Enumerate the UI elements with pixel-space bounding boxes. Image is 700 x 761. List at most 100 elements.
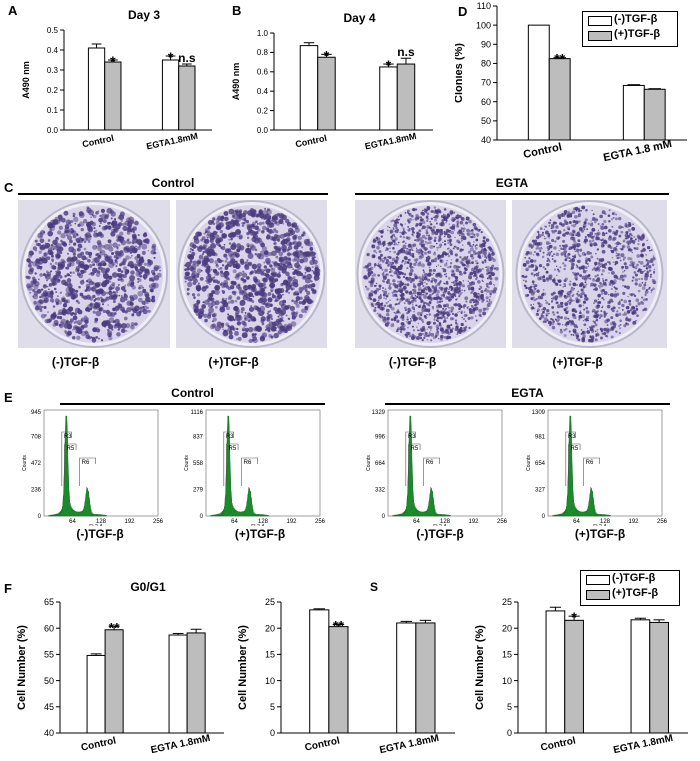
histogram-frame bbox=[205, 409, 321, 517]
x-tick-label: 256 bbox=[497, 519, 508, 525]
histogram-fill bbox=[392, 415, 451, 517]
category-label: Control bbox=[304, 735, 341, 753]
category-label: EGTA 1.8mM bbox=[612, 733, 674, 756]
y-tick-label: 0 bbox=[382, 514, 386, 520]
y-tick-label: 0.1 bbox=[47, 106, 59, 115]
colony-control-rule bbox=[18, 193, 328, 195]
histogram-frame bbox=[387, 409, 503, 517]
chart-s: S Cell Number (%) 0 5 10 15 20 25 Control EGTA 1.… bbox=[237, 580, 455, 756]
gate-label: R6 bbox=[244, 460, 252, 466]
x-tick-label: 128 bbox=[440, 519, 451, 525]
colony-caption-4: (+)TGF-β bbox=[552, 355, 603, 369]
colony-caption-3: (-)TGF-β bbox=[388, 355, 437, 369]
significance-mark: n.s bbox=[178, 51, 196, 65]
bar bbox=[186, 632, 206, 734]
gate-label: R3 bbox=[408, 434, 416, 440]
chart-day4: Day 4 A490 nm 0.0 0.2 0.4 0.6 0.8 1.0 Control EGT… bbox=[231, 11, 433, 152]
chart-title: S bbox=[370, 580, 378, 594]
flow-histogram-control-neg: 945 708 472 236 0 64 128 192 256 FL2-A Counts R3 R5 R… bbox=[22, 409, 164, 526]
panel-label-f: F bbox=[4, 581, 12, 596]
y-tick-label: 1.0 bbox=[257, 29, 269, 38]
gate-marker bbox=[226, 443, 239, 486]
y-tick-label: 110 bbox=[477, 1, 491, 11]
y-tick-label: 1116 bbox=[191, 410, 204, 416]
y-tick-label: 40 bbox=[481, 135, 491, 145]
gate-marker bbox=[64, 443, 77, 486]
y-tick-label: 50 bbox=[44, 676, 54, 686]
chart-title: Day 4 bbox=[343, 11, 375, 25]
panel-label-c: C bbox=[4, 180, 14, 195]
significance-mark: * bbox=[324, 47, 330, 63]
legend-f: (-)TGF-β (+)TGF-β bbox=[580, 570, 680, 606]
gate-label: R5 bbox=[410, 446, 418, 452]
gate-marker bbox=[79, 457, 96, 486]
bar bbox=[548, 58, 571, 141]
bar bbox=[104, 61, 122, 131]
y-tick-label: 20 bbox=[265, 623, 275, 633]
y-tick-label: 60 bbox=[44, 623, 54, 633]
bar bbox=[309, 609, 330, 734]
x-axis-label: FL2-A bbox=[593, 524, 607, 526]
chart-title: Day 3 bbox=[128, 8, 160, 22]
flow-caption-3: (-)TGF-β bbox=[416, 527, 464, 541]
gate-marker bbox=[408, 443, 421, 486]
category-label: EGTA 1.8mM bbox=[150, 733, 212, 756]
x-tick-label: 64 bbox=[573, 519, 580, 525]
legend-swatch-neg bbox=[586, 575, 610, 585]
gate-marker bbox=[565, 431, 576, 486]
gate-label: R5 bbox=[66, 446, 74, 452]
panel-label-e: E bbox=[4, 390, 13, 405]
gate-label: R3 bbox=[226, 434, 234, 440]
y-tick-label: 0 bbox=[507, 728, 512, 738]
bar bbox=[379, 66, 398, 131]
flow-histogram-egta-pos: 1309 981 654 327 0 64 128 192 256 FL2-A Counts R3 R5… bbox=[526, 409, 668, 526]
bar bbox=[328, 626, 349, 734]
legend-swatch-pos bbox=[586, 590, 610, 600]
bar bbox=[649, 621, 669, 734]
category-label: EGTA 1.8mM bbox=[379, 733, 441, 756]
y-tick-label: 50 bbox=[481, 116, 491, 126]
y-tick-label: 0.4 bbox=[257, 87, 269, 96]
histogram-frame bbox=[547, 409, 663, 517]
y-tick-label: 654 bbox=[535, 461, 546, 467]
y-tick-label: 664 bbox=[375, 461, 386, 467]
gate-label: R3 bbox=[64, 434, 72, 440]
colony-caption-1: (-)TGF-β bbox=[51, 355, 100, 369]
flow-control-header: Control bbox=[171, 386, 214, 400]
y-tick-label: 0.2 bbox=[47, 86, 59, 95]
significance-mark: * bbox=[110, 53, 116, 69]
bar bbox=[104, 629, 124, 734]
y-tick-label: 90 bbox=[481, 39, 491, 49]
histogram-fill bbox=[210, 415, 269, 517]
colony-egta-header: EGTA bbox=[495, 176, 529, 190]
y-tick-label: 25 bbox=[265, 597, 275, 607]
histogram-frame bbox=[43, 409, 159, 517]
x-tick-label: 256 bbox=[657, 519, 668, 525]
y-tick-label: 1309 bbox=[532, 410, 546, 416]
x-tick-label: 64 bbox=[69, 519, 76, 525]
x-tick-label: 64 bbox=[413, 519, 420, 525]
category-label: EGTA1.8mM bbox=[364, 131, 417, 152]
y-axis-label: A490 nm bbox=[231, 63, 241, 101]
legend-label-pos: (+)TGF-β bbox=[614, 28, 661, 40]
bar bbox=[317, 56, 336, 131]
significance-mark: ** bbox=[333, 618, 344, 634]
x-tick-label: 192 bbox=[468, 519, 479, 525]
y-tick-label: 65 bbox=[44, 597, 54, 607]
x-axis-label: FL2-A bbox=[89, 524, 103, 526]
category-label: Control bbox=[540, 735, 577, 753]
y-tick-label: 472 bbox=[31, 461, 42, 467]
flow-caption-1: (-)TGF-β bbox=[76, 527, 124, 541]
y-axis-label: Counts bbox=[184, 455, 190, 471]
y-tick-label: 0.6 bbox=[257, 68, 269, 77]
y-axis-label: Counts bbox=[22, 455, 28, 471]
y-tick-label: 45 bbox=[44, 702, 54, 712]
bar bbox=[643, 88, 666, 141]
significance-mark: ** bbox=[554, 51, 565, 67]
significance-mark: ** bbox=[109, 620, 120, 636]
y-tick-label: 0 bbox=[270, 728, 275, 738]
bar bbox=[527, 24, 550, 141]
bar bbox=[168, 634, 188, 734]
chart-clonies: Clonies (%) 40 50 60 70 80 90 100 110 Control EGTA… bbox=[455, 1, 687, 164]
colony-dish-egta-pos bbox=[512, 200, 667, 348]
